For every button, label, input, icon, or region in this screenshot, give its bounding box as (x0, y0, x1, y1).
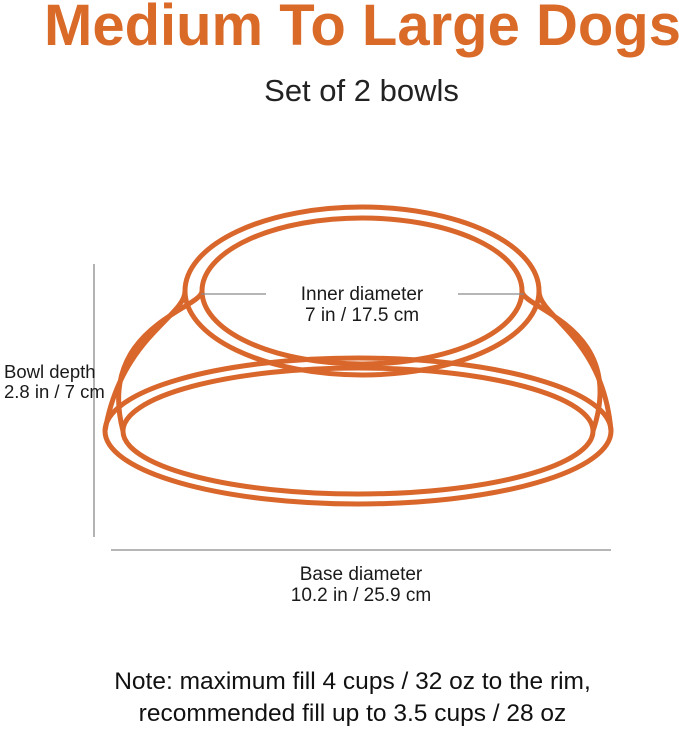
svg-text:10.2 in / 25.9 cm: 10.2 in / 25.9 cm (291, 585, 431, 606)
svg-text:2.8 in / 7 cm: 2.8 in / 7 cm (4, 381, 105, 402)
svg-text:Bowl depth: Bowl depth (4, 361, 96, 382)
svg-text:Base diameter: Base diameter (300, 564, 423, 585)
svg-text:Inner diameter: Inner diameter (301, 284, 424, 305)
svg-text:7 in / 17.5 cm: 7 in / 17.5 cm (305, 305, 419, 326)
